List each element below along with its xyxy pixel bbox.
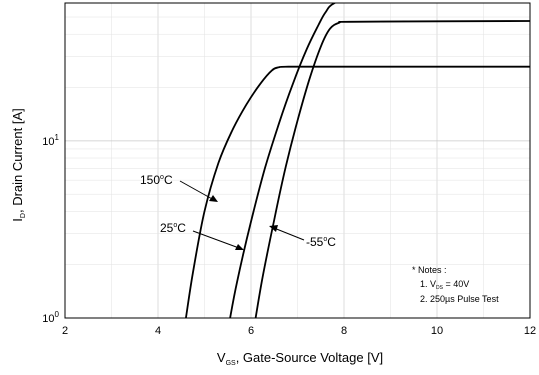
label-minus55c: -55oC <box>269 225 336 249</box>
arrow-25c <box>192 230 240 249</box>
x-tick-label: 6 <box>248 325 254 337</box>
notes-line1-sub: DS <box>436 285 444 291</box>
arrow-minus55c-head <box>269 225 278 232</box>
tick-labels: 2 4 6 8 10 12 100 101 <box>42 133 536 337</box>
x-axis-label-rest: , Gate-Source Voltage [V] <box>236 350 383 365</box>
x-tick-label: 4 <box>155 325 161 337</box>
notes-line1-prefix: 1. V <box>420 279 436 289</box>
arrow-150c-head <box>209 195 218 202</box>
label-150c-value: 150 <box>140 173 160 187</box>
x-tick-label: 8 <box>341 325 347 337</box>
x-tick-label: 12 <box>524 325 536 337</box>
x-axis-label: VGS, Gate-Source Voltage [V] <box>217 350 383 367</box>
label-150c-unit: C <box>164 173 173 187</box>
notes-line1-suffix: = 40V <box>443 279 469 289</box>
x-tick-label: 10 <box>431 325 443 337</box>
arrow-25c-head <box>235 244 244 250</box>
label-minus55c-degree: o <box>323 236 327 243</box>
svg-text:-55oC: -55oC <box>306 235 336 249</box>
label-25c-value: 25 <box>160 221 174 235</box>
curves <box>185 3 530 318</box>
notes-title: * Notes : <box>412 265 447 275</box>
label-minus55c-unit: C <box>327 235 336 249</box>
x-axis-label-sub: GS <box>226 360 236 367</box>
plot-frame <box>64 2 531 319</box>
y-tick-label: 101 <box>42 133 59 148</box>
label-150c: 150oC <box>140 173 218 202</box>
arrow-minus55c <box>273 227 305 241</box>
y-axis-label-rest: , Drain Current [A] <box>10 108 25 213</box>
y-tick-label: 100 <box>42 310 59 325</box>
label-25c-degree: o <box>173 222 177 229</box>
series-line-minus55c <box>254 20 530 318</box>
label-25c: 25oC <box>160 221 244 250</box>
x-tick-label: 2 <box>62 325 68 337</box>
label-25c-unit: C <box>177 221 186 235</box>
x-axis-label-main: V <box>217 350 226 365</box>
y-axis-label: ID, Drain Current [A] <box>10 108 27 221</box>
label-150c-degree: o <box>160 174 164 181</box>
notes-line2: 2. 250µs Pulse Test <box>420 294 499 304</box>
notes: * Notes : 1. VDS = 40V 2. 250µs Pulse Te… <box>412 265 499 304</box>
series-line-150c <box>185 65 530 318</box>
svg-text:25oC: 25oC <box>160 221 186 235</box>
svg-text:150oC: 150oC <box>140 173 173 187</box>
label-minus55c-value: -55 <box>306 235 324 249</box>
notes-line1: 1. VDS = 40V <box>420 279 469 291</box>
series-line-25c <box>229 3 337 318</box>
arrow-150c <box>179 180 215 201</box>
y-axis-label-main: I <box>10 218 25 222</box>
y-axis-label-sub: D <box>20 213 27 218</box>
grid-lines <box>64 2 531 319</box>
